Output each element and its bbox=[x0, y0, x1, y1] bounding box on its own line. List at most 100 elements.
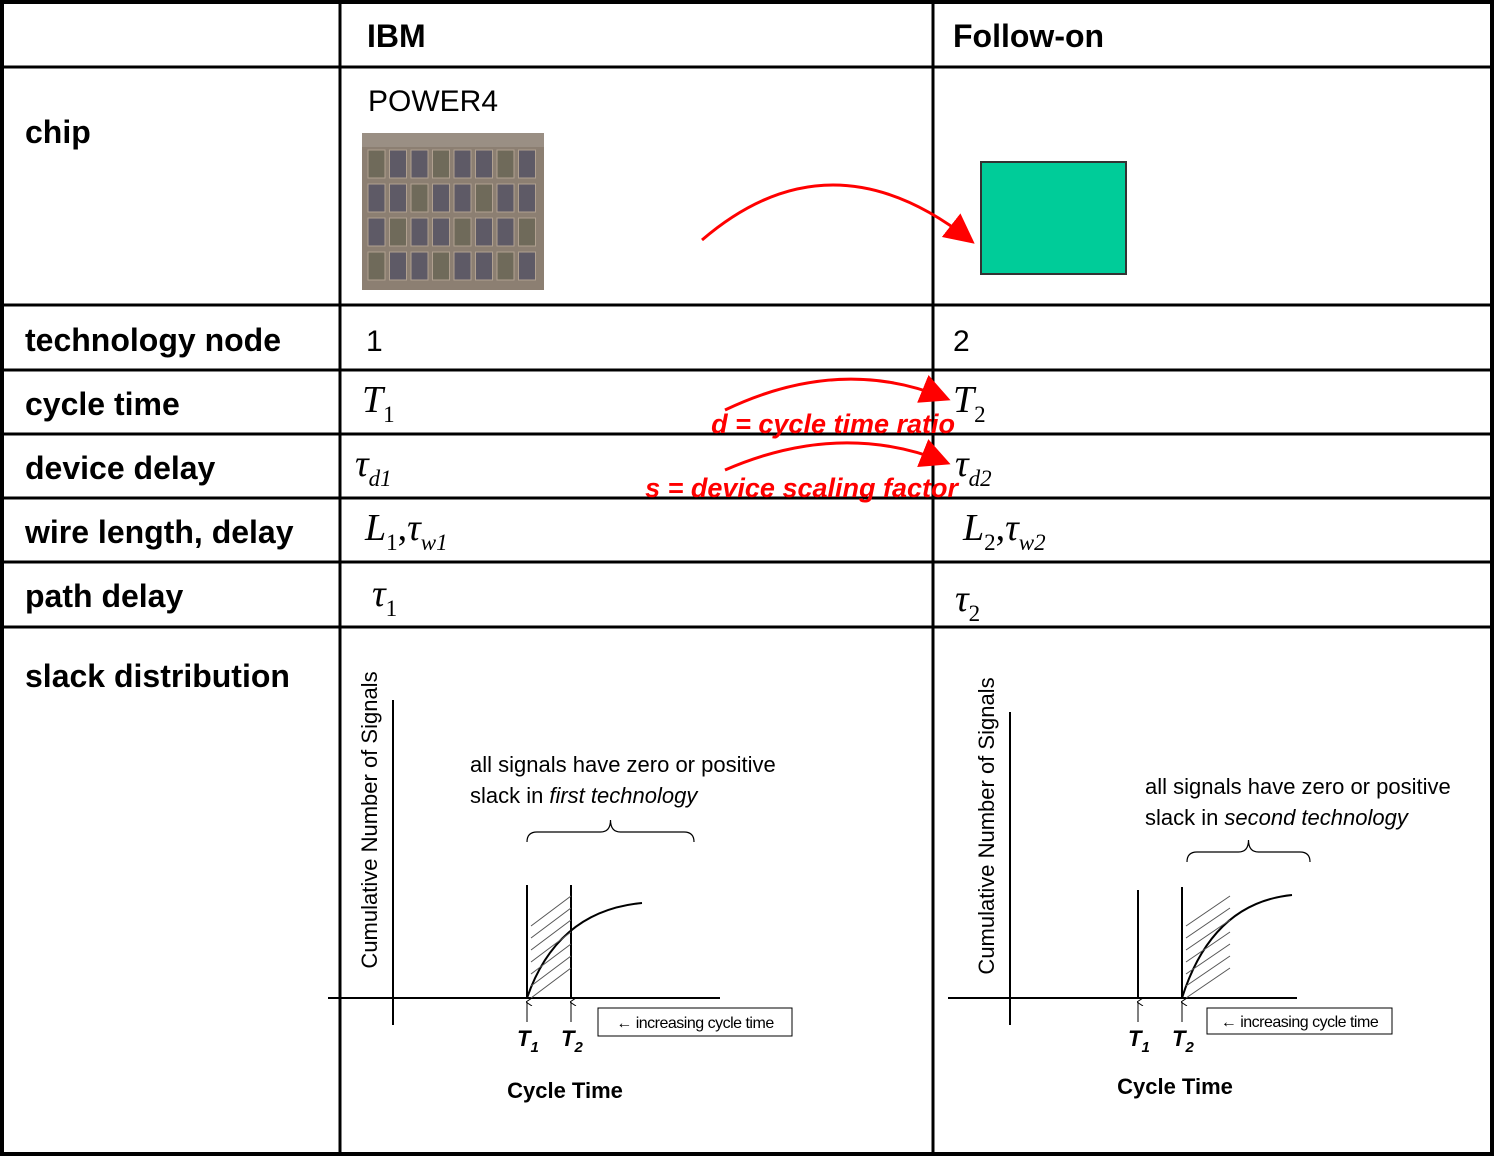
separator: , bbox=[398, 507, 408, 549]
hatch bbox=[530, 931, 572, 963]
cycle-marker: T1 bbox=[517, 1026, 539, 1056]
chip-block bbox=[518, 251, 536, 281]
hatch bbox=[1185, 919, 1231, 951]
chip-block bbox=[432, 251, 450, 281]
math-subscript: 1 bbox=[386, 530, 398, 555]
chip-block bbox=[432, 217, 450, 247]
chip-block bbox=[432, 183, 450, 213]
hatch bbox=[1185, 931, 1231, 963]
marker-base: T bbox=[1172, 1026, 1187, 1051]
column-header: IBM bbox=[367, 18, 426, 54]
brace bbox=[1186, 839, 1311, 863]
cell-value: 1 bbox=[366, 325, 383, 358]
note-text: slack in bbox=[470, 783, 543, 808]
brace bbox=[526, 819, 695, 843]
chip-photo bbox=[362, 133, 544, 290]
math-expression: L1,τw1 bbox=[364, 507, 448, 555]
row-label: slack distribution bbox=[25, 658, 290, 694]
math-subscript: w2 bbox=[1019, 530, 1046, 555]
chip-block bbox=[410, 149, 429, 179]
math-base: T bbox=[362, 379, 386, 421]
math-base: T bbox=[953, 379, 977, 421]
hatch bbox=[530, 955, 572, 987]
row-label: device delay bbox=[25, 450, 216, 486]
chip-name: POWER4 bbox=[368, 85, 498, 118]
note-line: slack in second technology bbox=[1145, 805, 1410, 830]
chip-block bbox=[410, 183, 429, 213]
row-label: wire length, delay bbox=[24, 514, 294, 550]
math-base: τ bbox=[955, 578, 970, 620]
math-subscript: d1 bbox=[369, 466, 392, 491]
marker-subscript: 1 bbox=[530, 1039, 538, 1056]
math-subscript: 2 bbox=[969, 601, 981, 626]
column-header: Follow-on bbox=[953, 18, 1104, 54]
chip-block bbox=[518, 183, 536, 213]
math-expression: T1 bbox=[362, 379, 395, 427]
row-label: chip bbox=[25, 114, 91, 150]
math-subscript: 2 bbox=[984, 530, 996, 555]
chip-block bbox=[518, 217, 536, 247]
marker-subscript: 2 bbox=[573, 1039, 583, 1056]
hatch bbox=[530, 943, 572, 975]
hatch bbox=[1185, 907, 1231, 939]
chip-block bbox=[453, 183, 472, 213]
chip-block bbox=[496, 149, 515, 179]
chip-block bbox=[389, 183, 407, 213]
annotation: s = device scaling factor bbox=[645, 473, 959, 503]
chip-block bbox=[475, 217, 493, 247]
cycle-marker: T1 bbox=[1128, 1026, 1150, 1056]
chip-block bbox=[475, 251, 493, 281]
ratio-arrow bbox=[724, 375, 951, 412]
ratio-arrow bbox=[724, 439, 951, 472]
chip-block bbox=[389, 149, 407, 179]
chip-block bbox=[518, 149, 536, 179]
cycle-marker: T2 bbox=[1172, 1026, 1194, 1056]
chip-block bbox=[432, 149, 450, 179]
chip-block bbox=[475, 149, 493, 179]
chip-block bbox=[367, 217, 386, 247]
hatch bbox=[530, 907, 572, 939]
chip-block bbox=[475, 183, 493, 213]
legend-text: ← increasing cycle time bbox=[1221, 1014, 1379, 1031]
chip-block bbox=[389, 251, 407, 281]
slack-chart: Cumulative Number of Signals T1 T2 ← increa… bbox=[948, 677, 1451, 1099]
hatch bbox=[530, 919, 572, 951]
math-subscript: 1 bbox=[383, 402, 395, 427]
cell-value: 2 bbox=[953, 325, 970, 358]
math-base: τ bbox=[372, 573, 387, 615]
legend-box bbox=[597, 1007, 793, 1037]
axis-label: Cumulative Number of Signals bbox=[974, 677, 999, 974]
chip-block bbox=[453, 251, 472, 281]
chip-block bbox=[496, 217, 515, 247]
math-subscript: 1 bbox=[386, 596, 398, 621]
slack-curve bbox=[1181, 894, 1293, 999]
annotation: d = cycle time ratio bbox=[711, 409, 955, 439]
chip-block bbox=[410, 251, 429, 281]
math-base: L bbox=[962, 507, 984, 549]
chip-block bbox=[410, 217, 429, 247]
hatch bbox=[1185, 967, 1231, 999]
math-expression: τd2 bbox=[955, 443, 992, 491]
follow-on-chip bbox=[980, 161, 1127, 275]
note-emphasis: second technology bbox=[1224, 805, 1409, 830]
axis-label: Cycle Time bbox=[1117, 1074, 1233, 1099]
math-subscript: w1 bbox=[421, 530, 448, 555]
chip-block bbox=[367, 251, 386, 281]
scaling-arrow bbox=[701, 183, 975, 244]
legend-box bbox=[1206, 1007, 1393, 1035]
math-subscript: 2 bbox=[974, 402, 986, 427]
math-expression: τ2 bbox=[955, 578, 980, 626]
chip-block bbox=[389, 217, 407, 247]
chip-block bbox=[367, 149, 386, 179]
axis-label: Cycle Time bbox=[507, 1078, 623, 1103]
chip-block bbox=[496, 251, 515, 281]
note-line: slack in first technology bbox=[470, 783, 699, 808]
slack-curve bbox=[526, 902, 643, 999]
chip-block bbox=[453, 149, 472, 179]
chip-edge bbox=[362, 133, 544, 147]
chip-block bbox=[453, 217, 472, 247]
